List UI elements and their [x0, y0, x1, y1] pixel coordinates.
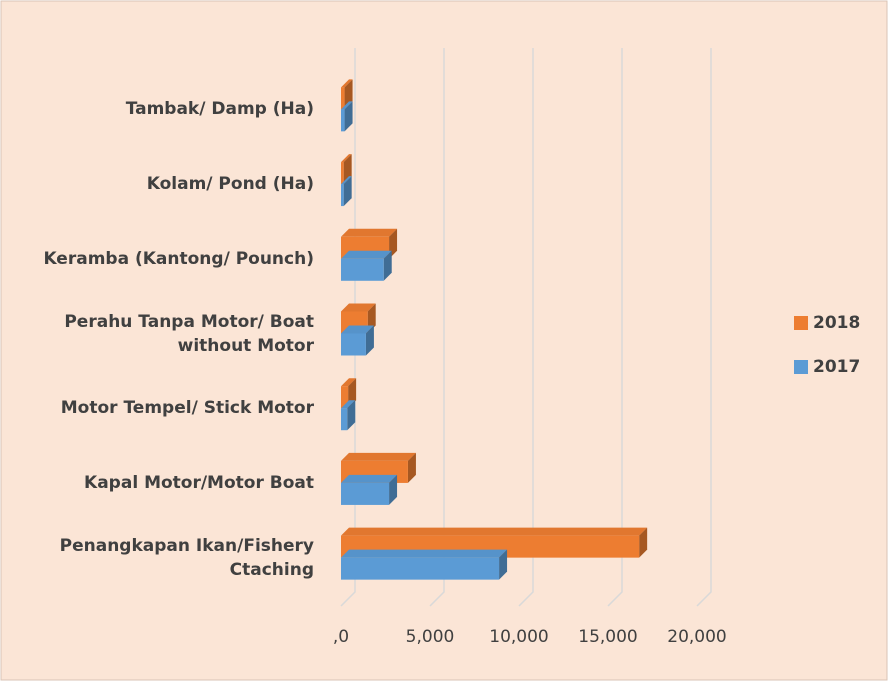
legend-label: 2017	[813, 357, 860, 377]
legend-swatch	[794, 316, 808, 330]
bar-face	[341, 557, 500, 580]
bar-face	[341, 87, 345, 110]
bar-face	[341, 549, 508, 558]
bar-face	[341, 378, 357, 387]
grid-line	[518, 48, 534, 607]
bar-face	[341, 162, 344, 185]
bar	[341, 325, 374, 356]
bar-face	[341, 109, 345, 132]
bar-face	[341, 482, 390, 505]
bar-face	[499, 549, 508, 580]
bar-face	[639, 527, 648, 558]
bar-face	[344, 101, 353, 132]
bar-face	[341, 101, 353, 110]
legend-swatch	[794, 360, 808, 374]
bar-face	[341, 408, 348, 431]
bar-face	[341, 258, 384, 281]
bar	[341, 474, 398, 505]
bar-face	[389, 474, 398, 505]
x-tick-label: ,0	[333, 627, 349, 647]
y-tick-label: Kapal Motor/Motor Boat	[84, 472, 314, 493]
x-tick-label: 10,000	[489, 627, 548, 647]
bar-face	[341, 250, 392, 259]
x-tick-label: 20,000	[667, 627, 726, 647]
y-tick-label: Keramba (Kantong/ Pounch)	[43, 248, 314, 269]
y-tick-label: Perahu Tanpa Motor/ Boat without Motor	[64, 311, 314, 356]
bar	[341, 250, 392, 281]
legend-label: 2018	[813, 313, 860, 333]
x-tick-label: 15,000	[578, 627, 637, 647]
bar-face	[407, 452, 416, 483]
y-tick-label: Penangkapan Ikan/Fishery Ctaching	[59, 535, 314, 580]
y-tick-label: Tambak/ Damp (Ha)	[125, 99, 314, 120]
bar	[341, 176, 352, 207]
grid-line	[607, 48, 623, 607]
bar-face	[365, 325, 374, 356]
bar-face	[341, 452, 416, 461]
bar	[341, 101, 353, 132]
bar-face	[341, 184, 344, 207]
bar-face	[341, 400, 356, 409]
y-tick-label: Kolam/ Pond (Ha)	[146, 174, 314, 195]
bar-face	[341, 474, 398, 483]
bar-face	[341, 386, 349, 409]
y-tick-label: Motor Tempel/ Stick Motor	[60, 398, 314, 419]
bar-face	[343, 176, 352, 207]
grid-line	[429, 48, 445, 607]
bar	[341, 400, 356, 431]
x-tick-label: 5,000	[406, 627, 455, 647]
bar-face	[341, 154, 352, 163]
grid-line	[696, 48, 712, 607]
bar-face	[341, 176, 352, 185]
bar	[341, 549, 508, 580]
bar-face	[341, 303, 376, 312]
bar-face	[341, 527, 648, 536]
bar-face	[341, 79, 353, 88]
bar-face	[341, 333, 366, 356]
bar-face	[341, 228, 398, 237]
bar-face	[347, 400, 356, 431]
bar-face	[341, 325, 374, 334]
bar-face	[383, 250, 392, 281]
